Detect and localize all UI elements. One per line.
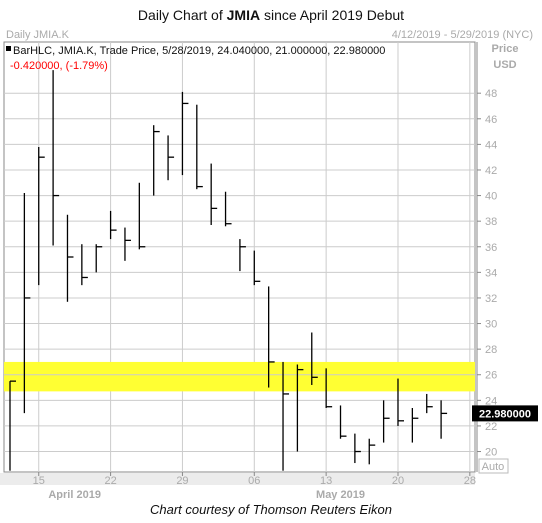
price-bars [9,70,448,471]
y-tick-label: 44 [485,139,497,151]
price-bar [411,408,419,443]
x-tick-label: 22 [104,475,116,487]
price-bar [66,214,74,302]
highlight-band [4,361,475,392]
chart-caption: Chart courtesy of Thomson Reuters Eikon [149,502,393,517]
y-tick-label: 24 [485,395,497,407]
price-bar [368,438,376,465]
price-bar [138,182,146,250]
x-tick-label: 13 [320,475,332,487]
month-label: May 2019 [316,489,365,500]
price-bar [397,378,404,426]
price-bar [23,193,31,414]
price-bar [81,244,88,286]
price-bar [354,433,361,464]
price-bar [268,286,275,388]
last-price-value: 22.980000 [479,408,531,420]
last-price-box [472,405,538,422]
price-axis-title: Price [492,43,519,55]
price-bar [9,380,16,471]
y-tick-label: 32 [485,293,497,305]
price-axis: 20 22 24 26 28 30 32 34 36 38 40 42 44 46 48 [477,88,497,459]
price-bar [167,135,175,181]
chart-title-ticker: JMIA [226,7,261,23]
price-bar [311,332,318,385]
price-bar [224,191,232,227]
y-tick-label: 26 [485,370,497,382]
x-tick-label: 28 [464,475,476,487]
auto-button-frame[interactable] [478,458,509,474]
price-bar [181,91,189,176]
y-tick-label: 42 [485,165,497,177]
month-label: April 2019 [48,489,101,500]
plot-frame [3,41,476,473]
y-tick-label: 22 [485,421,497,433]
y-tick-label: 46 [485,114,497,126]
auto-button-label[interactable]: Auto [482,461,505,473]
price-bar [282,361,290,471]
y-tick-label: 28 [485,344,497,356]
auto-scale-button[interactable]: Auto [478,458,509,474]
y-tick-label: 20 [485,447,497,459]
info-line: BarHLC, JMIA.K, Trade Price, 5/28/2019, … [13,45,385,57]
date-axis: 15 22 29 06 13 20 28 April 2019 May 2019 [33,472,476,500]
chart-title: Daily Chart of JMIA since April 2019 Deb… [137,7,405,23]
x-tick-label: 29 [176,475,188,487]
price-bar [325,368,333,409]
price-bar [440,400,448,439]
last-price-marker: 22.980000 [472,405,538,422]
series-icon [6,46,11,51]
price-bar [153,125,160,196]
y-tick-label: 48 [485,88,497,100]
x-tick-label: 20 [392,475,404,487]
price-bar [426,393,433,414]
currency-label: USD [493,59,516,71]
date-axis-band [0,473,475,485]
change-line: -0.420000, (-1.79%) [10,60,108,72]
price-bar [239,239,246,272]
y-tick-label: 36 [485,242,497,254]
info-legend: BarHLC, JMIA.K, Trade Price, 5/28/2019, … [6,45,385,72]
y-tick-label: 38 [485,216,497,228]
x-tick-label: 06 [248,475,260,487]
price-bar [339,405,347,439]
price-bar [95,244,103,273]
y-tick-label: 30 [485,319,497,331]
price-bar [253,250,261,286]
x-tick-label: 15 [33,475,45,487]
price-bar [196,104,203,190]
price-bar [382,400,390,443]
instrument-label: Daily JMIA.K [6,29,70,41]
price-bar [38,146,45,286]
y-tick-label: 40 [485,191,497,203]
price-bar [210,163,218,226]
date-range-label: 4/12/2019 - 5/29/2019 (NYC) [392,29,533,41]
price-bar [52,70,60,246]
price-bar [109,210,117,240]
y-tick-label: 34 [485,267,497,279]
highlight-band-rect [4,361,475,392]
price-bar [124,227,131,261]
price-bar [296,364,304,452]
